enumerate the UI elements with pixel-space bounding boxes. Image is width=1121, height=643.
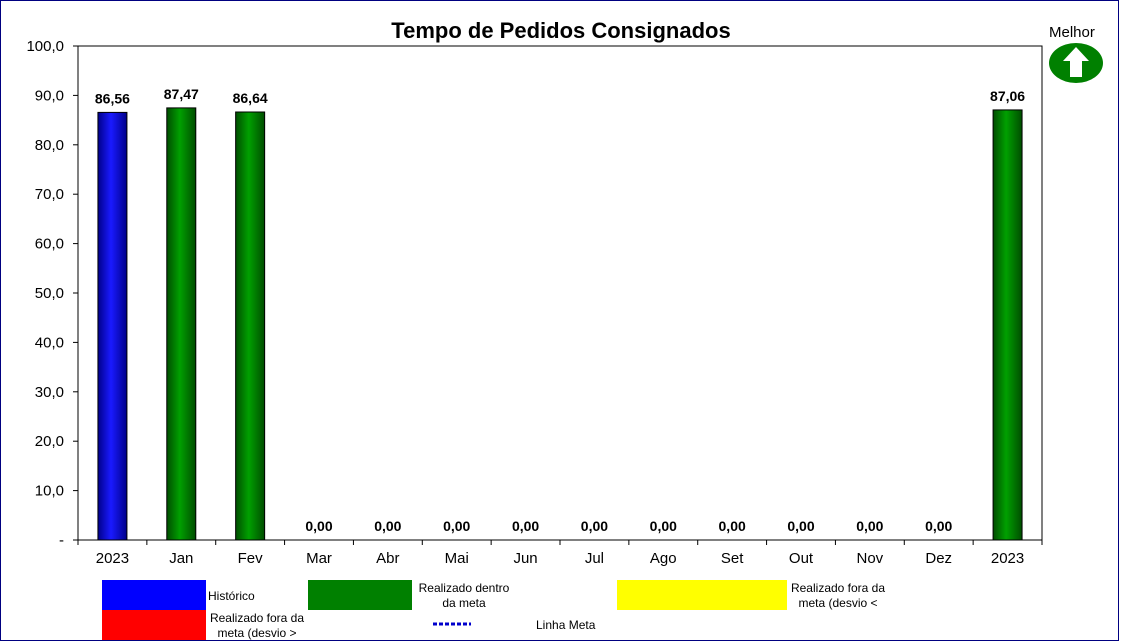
legend-label-fora-amarelo: Realizado fora da meta (desvio < — [790, 581, 886, 610]
legend-swatch-dentro — [308, 580, 412, 610]
bar-value-label: 0,00 — [305, 518, 332, 534]
arrow-up-icon — [1049, 43, 1103, 83]
bar-data-labels: 86,56 87,47 86,64 0,00 0,00 0,00 0,00 0,00 0,00 0… — [95, 86, 1025, 534]
x-tick-label: 2023 — [991, 550, 1024, 567]
bar-value-label: 0,00 — [856, 518, 883, 534]
best-direction-label: Melhor — [1049, 24, 1095, 41]
y-tick-label: 30,0 — [35, 384, 64, 401]
y-tick-label: - — [59, 532, 64, 549]
bar-series — [97, 107, 1023, 541]
chart-title: Tempo de Pedidos Consignados — [391, 18, 730, 43]
y-tick-label: 40,0 — [35, 334, 64, 351]
bar-value-label: 0,00 — [925, 518, 952, 534]
bar-value-label: 0,00 — [650, 518, 677, 534]
y-axis: - 10,0 20,0 30,0 40,0 50,0 60,0 70,0 80,0 90,0 100… — [26, 38, 78, 549]
x-axis: 2023 Jan Fev Mar Abr Mai Jun Jul Ago Set Out Nov Dez… — [77, 540, 1043, 567]
y-tick-label: 100,0 — [26, 38, 64, 55]
bar-value-label: 0,00 — [787, 518, 814, 534]
x-tick-label: Ago — [650, 550, 677, 567]
x-tick-label: 2023 — [96, 550, 129, 567]
bar-value-label: 0,00 — [581, 518, 608, 534]
legend-swatch-fora-amarelo — [617, 580, 787, 610]
bar-value-label: 87,47 — [164, 86, 199, 102]
x-tick-label: Mar — [306, 550, 332, 567]
x-tick-label: Set — [721, 550, 744, 567]
legend-label-historico: Histórico — [208, 589, 255, 603]
y-tick-label: 70,0 — [35, 186, 64, 203]
x-tick-label: Nov — [857, 550, 884, 567]
y-tick-label: 10,0 — [35, 483, 64, 500]
y-tick-label: 90,0 — [35, 87, 64, 104]
x-tick-label: Mai — [445, 550, 469, 567]
x-tick-label: Abr — [376, 550, 399, 567]
x-tick-label: Jun — [513, 550, 537, 567]
y-tick-label: 80,0 — [35, 137, 64, 154]
legend-swatch-historico — [102, 580, 206, 610]
legend-label-linha-meta: Linha Meta — [536, 618, 596, 632]
legend-swatch-fora-vermelho — [102, 610, 206, 640]
plot-area — [77, 45, 1043, 541]
bar-value-label: 87,06 — [990, 88, 1025, 104]
bar — [166, 107, 197, 541]
x-tick-label: Jul — [585, 550, 604, 567]
legend-line-meta-icon — [433, 622, 471, 626]
bar-value-label: 0,00 — [512, 518, 539, 534]
bar — [235, 111, 266, 541]
y-tick-label: 60,0 — [35, 236, 64, 253]
bar-value-label: 86,64 — [233, 90, 268, 106]
x-tick-label: Fev — [238, 550, 264, 567]
x-tick-label: Out — [789, 550, 814, 567]
y-tick-label: 20,0 — [35, 433, 64, 450]
x-tick-label: Jan — [169, 550, 193, 567]
y-tick-label: 50,0 — [35, 285, 64, 302]
bar-value-label: 0,00 — [719, 518, 746, 534]
legend-label-dentro: Realizado dentro da meta — [418, 581, 510, 610]
x-tick-label: Dez — [925, 550, 952, 567]
bar-value-label: 0,00 — [443, 518, 470, 534]
bar-value-label: 0,00 — [374, 518, 401, 534]
bar-value-label: 86,56 — [95, 90, 130, 106]
bar — [992, 109, 1023, 541]
legend-label-fora-vermelho: Realizado fora da meta (desvio > — [209, 611, 305, 640]
bar — [97, 111, 128, 541]
